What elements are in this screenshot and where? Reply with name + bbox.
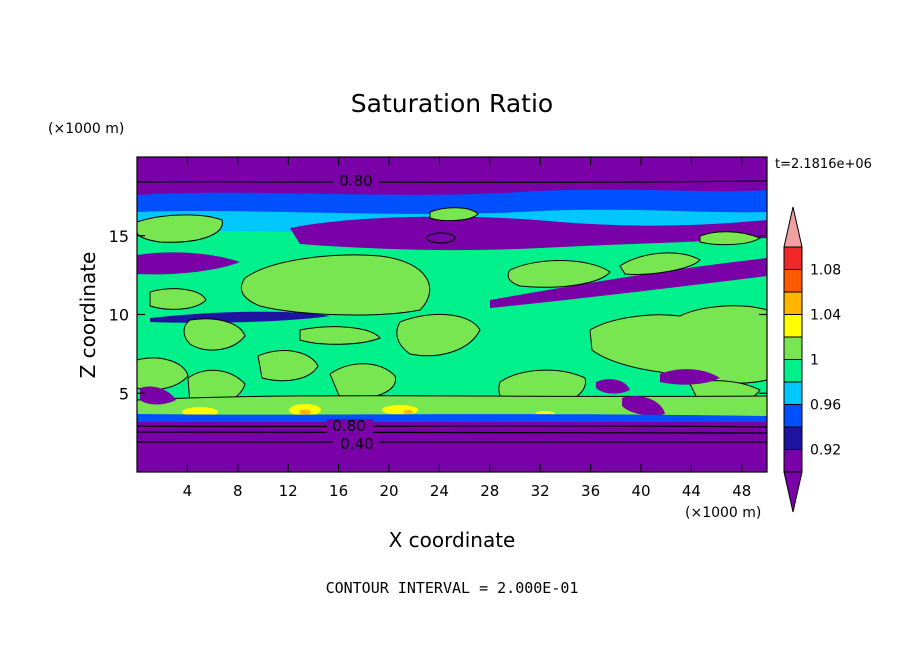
x-axis-label: X coordinate	[389, 528, 516, 552]
green-patch	[137, 214, 223, 243]
purple-blobs	[140, 369, 720, 416]
orange-highlights	[299, 409, 413, 415]
purple-blob	[596, 379, 630, 394]
upper-transition-blue	[137, 189, 767, 216]
green-patch	[149, 288, 207, 310]
x-tick-label: 44	[682, 482, 701, 500]
colorbar-segment	[783, 381, 803, 405]
green-patch	[183, 318, 246, 351]
y-tick-label: 10	[109, 306, 129, 325]
yellow-highlight	[382, 405, 418, 415]
y-tick-label: 5	[119, 384, 129, 403]
colorbar-label: 1.08	[810, 263, 841, 279]
contour-interval-footer: CONTOUR INTERVAL = 2.000E-01	[326, 579, 579, 597]
contour-line-lower	[137, 425, 767, 428]
green-patch	[396, 313, 481, 357]
x-tick-label: 48	[732, 482, 751, 500]
y-units-label: (×1000 m)	[48, 121, 124, 137]
colorbar: 0.92 0.96 1 1.04 1.08	[783, 206, 841, 513]
y-axis-ticks: 5 10 15	[109, 227, 767, 403]
chart-title: Saturation Ratio	[351, 89, 553, 118]
colorbar-segment	[783, 291, 803, 315]
y-axis-label: Z coordinate	[76, 252, 100, 379]
colorbar-segment	[783, 359, 803, 383]
purple-blob	[660, 369, 720, 385]
contour-label-lower: 0.80	[332, 417, 365, 435]
orange-highlight	[403, 410, 413, 414]
y-tick-label: 15	[109, 227, 129, 246]
colorbar-segment	[783, 269, 803, 293]
contour-loop	[426, 232, 456, 244]
colorbar-segment	[783, 449, 803, 473]
green-patch	[429, 207, 479, 222]
contour-label-bottom: 0.40	[340, 435, 373, 453]
x-tick-label: 24	[430, 482, 449, 500]
colorbar-label: 0.96	[810, 398, 841, 414]
contour-label-bg	[327, 419, 373, 433]
x-axis-ticks: 4 8 12 16 20 24 28 32 36 40 44 48	[183, 157, 751, 500]
colorbar-label: 0.92	[810, 443, 841, 459]
x-tick-label: 16	[329, 482, 348, 500]
x-tick-label: 36	[581, 482, 600, 500]
upper-purple-band	[290, 216, 767, 251]
colorbar-label: 1	[810, 353, 819, 369]
green-patch	[507, 259, 611, 288]
colorbar-segment	[783, 246, 803, 270]
x-tick-label: 8	[233, 482, 243, 500]
green-patch	[699, 231, 762, 246]
contour-line-bottom	[137, 441, 767, 443]
purple-blob	[622, 395, 665, 416]
x-tick-label: 32	[531, 482, 550, 500]
x-tick-label: 12	[279, 482, 298, 500]
left-purple-patch	[137, 252, 240, 275]
green-patch	[589, 305, 767, 384]
orange-highlight	[299, 409, 311, 415]
contour-label-bg	[333, 173, 379, 188]
colorbar-segment	[783, 336, 803, 360]
contour-label-upper: 0.80	[339, 172, 372, 190]
colorbar-label: 1.04	[810, 308, 841, 324]
purple-blob	[140, 386, 176, 405]
green-patches	[137, 207, 767, 421]
x-units-label: (×1000 m)	[685, 505, 761, 521]
green-patch	[619, 252, 701, 275]
x-tick-label: 40	[631, 482, 650, 500]
colorbar-segment	[783, 426, 803, 450]
x-tick-label: 28	[480, 482, 499, 500]
mid-purple-band	[490, 258, 767, 308]
contour-lines	[137, 180, 767, 443]
time-label: t=2.1816e+06	[775, 157, 872, 172]
green-patch	[257, 350, 319, 382]
green-patch	[299, 326, 381, 345]
lower-dry-transition	[137, 414, 767, 422]
green-patch	[240, 254, 430, 316]
contour-label-bg	[333, 437, 379, 451]
colorbar-segment	[783, 404, 803, 428]
contour-line-bottom2	[137, 431, 767, 434]
upper-dry-layer	[137, 157, 767, 197]
colorbar-over-triangle	[783, 206, 803, 248]
x-tick-label: 4	[183, 482, 193, 500]
field-area: 0.80 0.80 0.40	[137, 157, 767, 472]
colorbar-under-triangle	[783, 471, 803, 513]
x-tick-label: 20	[379, 482, 398, 500]
colorbar-segment	[783, 314, 803, 338]
lower-dry-layer	[137, 420, 767, 472]
contour-line-upper	[137, 180, 767, 183]
